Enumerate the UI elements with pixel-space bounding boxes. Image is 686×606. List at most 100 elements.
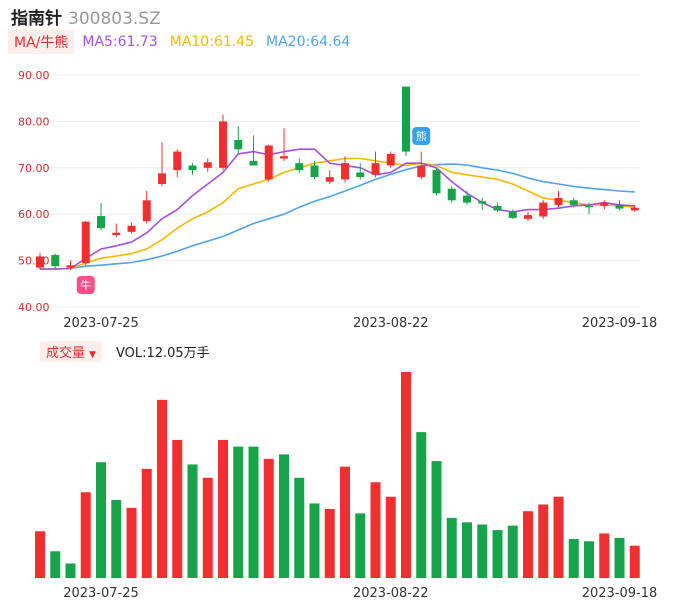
- candle-body: [402, 86, 410, 152]
- volume-bar: [157, 399, 167, 578]
- candlesticks: [36, 86, 639, 270]
- price-tick-label: 50.00: [18, 255, 50, 268]
- candle-body: [81, 221, 90, 263]
- candle-body: [219, 121, 227, 168]
- bear-badge-bg: [412, 127, 431, 145]
- candle-body: [280, 156, 288, 159]
- bull-badge-bg: [76, 276, 95, 294]
- candle-body: [463, 195, 471, 203]
- volume-bar: [416, 432, 427, 578]
- ma10-label: MA10:61.45: [169, 34, 255, 50]
- candle-body: [295, 163, 304, 171]
- volume-bar: [553, 496, 564, 578]
- candle-body: [432, 170, 441, 194]
- price-tick-label: 40.00: [18, 301, 50, 314]
- candle-body: [585, 205, 593, 208]
- volume-bar: [477, 524, 488, 578]
- candle-body: [493, 205, 502, 211]
- date-axis-top: 2023-07-25 2023-08-22 2023-09-18: [63, 316, 657, 331]
- volume-bar: [324, 508, 335, 578]
- volume-bar: [492, 530, 503, 578]
- candle-body: [508, 211, 517, 218]
- stock-code: 300803.SZ: [68, 9, 161, 29]
- volume-bar: [65, 563, 76, 578]
- signal-badges: 牛熊: [76, 127, 431, 294]
- volume-bar: [446, 517, 457, 578]
- candle-body: [310, 165, 319, 178]
- candle-body: [341, 163, 349, 180]
- candle-body: [234, 139, 243, 150]
- volume-bar: [187, 464, 198, 578]
- volume-bar: [35, 531, 45, 578]
- volume-bar: [431, 461, 442, 578]
- ma10-line: [40, 157, 635, 270]
- volume-bar: [172, 439, 183, 578]
- volume-bar: [294, 477, 305, 578]
- candle-body: [447, 188, 456, 201]
- candle-body: [36, 256, 44, 268]
- candle-body: [127, 225, 136, 232]
- candle-body: [158, 173, 166, 185]
- candle-body: [524, 215, 532, 219]
- volume-bar: [584, 541, 594, 578]
- candle-body: [615, 204, 624, 209]
- volume-bar: [599, 533, 610, 578]
- candle-body: [386, 153, 395, 166]
- candle-body: [249, 160, 258, 166]
- candle-body: [203, 162, 212, 168]
- candle-body: [173, 151, 182, 171]
- candle-body: [356, 172, 365, 178]
- bear-signal-badge: 熊: [412, 127, 431, 145]
- ma20-label: MA20:64.64: [266, 34, 351, 50]
- ma20-line: [40, 163, 635, 270]
- volume-bar: [523, 511, 533, 578]
- volume-bar: [538, 504, 549, 578]
- volume-bar: [507, 525, 518, 578]
- volume-bar: [629, 545, 640, 578]
- volume-bar: [126, 507, 137, 578]
- volume-bar: [370, 482, 381, 578]
- candle-body: [478, 201, 487, 204]
- volume-bar: [111, 500, 122, 578]
- volume-legend: 成交量 ▼ VOL:12.05万手: [40, 340, 210, 362]
- stock-header: 指南针 300803.SZ: [11, 4, 161, 29]
- date-tick-label: 2023-07-25: [63, 316, 139, 331]
- volume-bar: [218, 439, 228, 578]
- volume-bar: [340, 466, 350, 578]
- volume-bar: [141, 468, 152, 578]
- date-tick-label: 2023-08-22: [353, 316, 429, 331]
- volume-bar: [50, 551, 61, 578]
- candle-body: [417, 165, 426, 178]
- candle-body: [142, 200, 151, 222]
- volume-bar: [355, 513, 366, 578]
- price-tick-label: 80.00: [18, 115, 50, 128]
- ma-legend: MA/牛熊 MA5:61.73 MA10:61.45 MA20:64.64: [8, 30, 362, 54]
- volume-bar: [309, 503, 320, 578]
- candle-body: [188, 165, 197, 171]
- candle-body: [371, 163, 380, 175]
- candle-body: [630, 207, 639, 211]
- price-tick-label: 70.00: [18, 162, 50, 175]
- date-tick-label: 2023-08-22: [353, 586, 429, 601]
- bull-badge-label: 牛: [80, 278, 91, 292]
- volume-tag-label: 成交量: [46, 345, 86, 361]
- candle-body: [600, 202, 609, 206]
- price-tick-label: 90.00: [18, 69, 50, 82]
- volume-indicator-tag[interactable]: 成交量 ▼: [40, 340, 102, 362]
- volume-bar: [568, 539, 579, 578]
- date-tick-label: 2023-09-18: [582, 316, 658, 331]
- volume-bar: [614, 537, 625, 578]
- volume-bars: [35, 372, 640, 578]
- volume-bar: [202, 477, 213, 578]
- date-axis-bottom: 2023-07-25 2023-08-22 2023-09-18: [63, 586, 657, 601]
- volume-bar: [248, 446, 259, 578]
- ma-lines: [40, 148, 635, 270]
- ma-indicator-tag[interactable]: MA/牛熊: [8, 30, 75, 54]
- candle-body: [112, 232, 121, 236]
- candle-body: [554, 197, 563, 205]
- volume-bar: [279, 454, 289, 578]
- price-axis-labels: 90.00 80.00 70.00 60.00 50.00 40.00: [18, 69, 50, 314]
- volume-bar: [96, 462, 106, 578]
- ma5-line: [40, 148, 635, 270]
